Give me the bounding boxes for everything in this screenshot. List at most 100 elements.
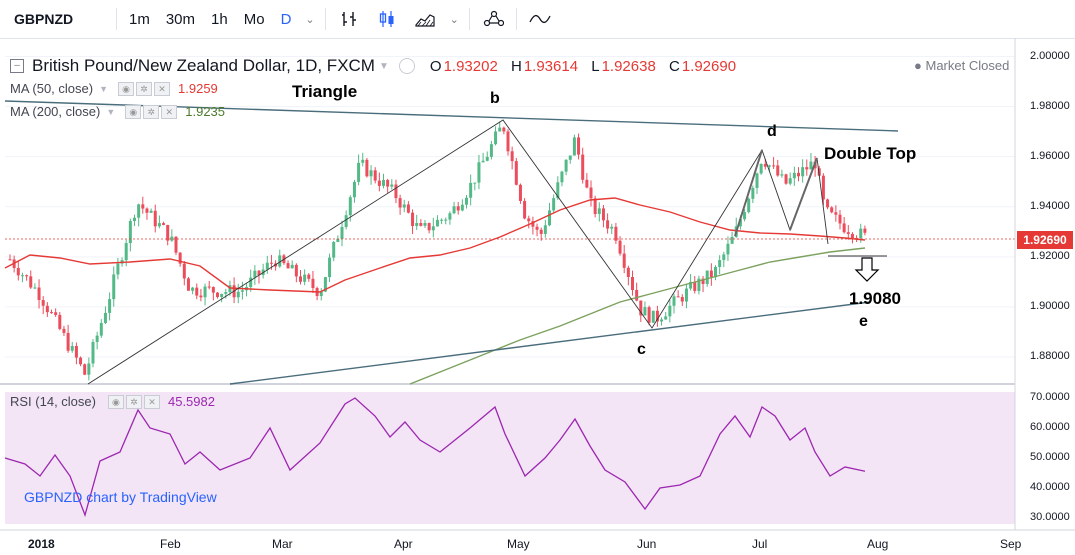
indicators-button[interactable] (474, 0, 512, 38)
candle-body (593, 198, 597, 214)
close-icon[interactable]: ✕ (143, 394, 160, 409)
interval-30m[interactable]: 30m (165, 10, 196, 28)
price-tick-label: 1.96000 (1030, 149, 1070, 162)
candle-body (199, 295, 203, 298)
double-top-leg (789, 157, 818, 231)
wave-icon (529, 8, 551, 30)
interval-month[interactable]: Mo (243, 10, 265, 28)
candle-body (415, 223, 419, 226)
candle-body (149, 210, 153, 213)
candle-body (452, 206, 456, 214)
last-price-tag: 1.92690 (1017, 231, 1073, 249)
candles-style-button[interactable] (368, 0, 406, 38)
candle-body (564, 159, 568, 172)
symbol-search[interactable]: GBPNZD (14, 11, 74, 27)
candle-body (141, 204, 145, 209)
interval-dropdown-icon[interactable]: ⌄ (305, 13, 315, 26)
candle-body (672, 296, 676, 306)
candle-body (842, 223, 846, 233)
candle-body (722, 254, 726, 261)
candle-body (220, 293, 224, 298)
candle-body (498, 127, 502, 132)
area-style-button[interactable] (406, 0, 444, 38)
candle-body (191, 287, 195, 291)
time-tick-label: Jul (752, 537, 768, 551)
candle-body (684, 288, 688, 302)
main-legend: – British Pound/New Zealand Dollar, 1D, … (10, 56, 736, 76)
candle-body (253, 270, 257, 278)
time-tick-label: 2018 (28, 537, 55, 551)
candle-body (211, 287, 215, 293)
candle-body (552, 198, 556, 211)
candle-body (153, 210, 157, 227)
candle-body (398, 198, 402, 208)
price-tick-label: 1.88000 (1030, 349, 1070, 362)
candle-body (50, 312, 53, 314)
candle-body (328, 257, 332, 278)
candle-body (332, 241, 336, 258)
candle-body (606, 220, 610, 229)
candle-body (465, 197, 468, 205)
bars-style-button[interactable] (330, 0, 368, 38)
chart-canvas[interactable] (0, 38, 1075, 555)
candle-body (444, 219, 448, 221)
candle-body (357, 162, 361, 182)
settings-icon[interactable] (398, 58, 415, 74)
candle-body (382, 179, 385, 186)
candle-body (377, 180, 381, 186)
candle-body (826, 199, 830, 208)
candle-body (386, 179, 390, 187)
interval-1m[interactable]: 1m (129, 10, 150, 28)
candle-body (697, 278, 701, 291)
gear-icon[interactable]: ✲ (136, 81, 153, 96)
candle-body (216, 292, 219, 298)
candle-body (481, 160, 485, 163)
candle-body (535, 226, 539, 230)
candle-body (182, 263, 186, 279)
candle-body (16, 268, 20, 276)
candle-body (730, 236, 734, 244)
candle-body (166, 224, 170, 241)
gear-icon[interactable]: ✲ (143, 104, 160, 119)
candle-body (108, 299, 112, 313)
candle-body (448, 213, 452, 220)
tradingview-watermark[interactable]: GBPNZD chart by TradingView (24, 489, 217, 505)
collapse-icon[interactable]: – (10, 59, 24, 73)
candle-body (863, 228, 867, 233)
candle-body (601, 208, 605, 221)
candle-body (689, 281, 693, 289)
eye-icon[interactable]: ◉ (118, 81, 135, 96)
candle-body (792, 172, 796, 179)
legend-dropdown-icon[interactable]: ▼ (378, 60, 389, 72)
candle-body (157, 223, 161, 227)
interval-day[interactable]: D (280, 10, 292, 28)
candle-body (610, 226, 614, 229)
legend-dropdown-icon[interactable]: ▼ (99, 83, 109, 94)
legend-dropdown-icon[interactable]: ▼ (106, 106, 116, 117)
gear-icon[interactable]: ✲ (125, 394, 142, 409)
candle-body (319, 291, 323, 297)
candle-body (390, 184, 394, 187)
candle-body (680, 297, 684, 302)
eye-icon[interactable]: ◉ (125, 104, 142, 119)
close-icon[interactable]: ✕ (161, 104, 178, 119)
candle-body (456, 206, 460, 211)
rsi-legend: RSI (14, close) ◉ ✲ ✕ 45.5982 (10, 394, 215, 409)
candle-body (767, 165, 771, 167)
close-icon[interactable]: ✕ (154, 81, 171, 96)
candle-body (585, 179, 589, 188)
candle-body (494, 131, 498, 145)
annotation-double-top: Double Top (824, 144, 917, 163)
ohlc-values: O 1.93202 H 1.93614 L 1.92638 C 1.92690 (429, 57, 737, 75)
interval-1h[interactable]: 1h (211, 10, 228, 28)
candle-body (709, 270, 713, 278)
chart-style-dropdown-icon[interactable]: ⌄ (449, 13, 459, 26)
candle-body (597, 208, 601, 214)
rsi-tick-label: 30.0000 (1030, 511, 1070, 523)
candle-body (747, 198, 751, 213)
eye-icon[interactable]: ◉ (107, 394, 124, 409)
price-tick-label: 1.90000 (1030, 299, 1070, 312)
candle-body (406, 204, 410, 213)
compare-button[interactable] (521, 0, 559, 38)
indicators-icon (482, 8, 504, 30)
